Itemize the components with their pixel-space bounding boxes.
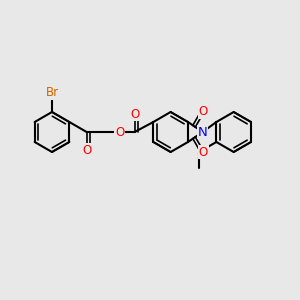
Text: N: N (198, 125, 208, 139)
Text: O: O (130, 107, 139, 121)
Text: O: O (199, 146, 208, 159)
Text: O: O (115, 125, 124, 139)
Text: O: O (199, 105, 208, 118)
Text: Br: Br (45, 86, 58, 100)
Text: O: O (82, 143, 91, 157)
